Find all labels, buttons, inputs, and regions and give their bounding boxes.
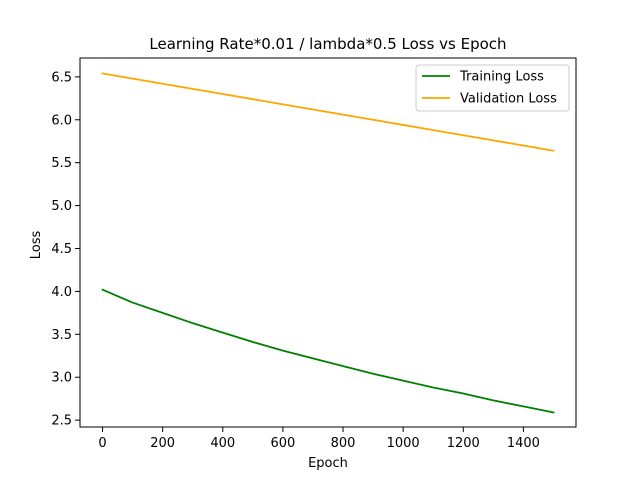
x-tick-label: 1400 <box>507 436 540 451</box>
plot-area <box>101 72 555 414</box>
y-tick-label: 6.5 <box>51 70 72 85</box>
series-line-validation-loss <box>101 72 555 152</box>
x-tick-label: 1000 <box>387 436 420 451</box>
x-tick-label: 200 <box>150 436 175 451</box>
y-tick-label: 3.5 <box>51 328 72 343</box>
y-tick-label: 2.5 <box>51 414 72 429</box>
legend-label: Training Loss <box>459 70 544 85</box>
y-tick-label: 4.0 <box>51 285 72 300</box>
x-axis-label: Epoch <box>308 456 348 471</box>
x-tick-label: 800 <box>331 436 356 451</box>
plot-frame <box>79 57 577 428</box>
y-axis-label: Loss <box>29 231 44 260</box>
y-tick-label: 6.0 <box>51 113 72 128</box>
y-tick-label: 5.5 <box>51 156 72 171</box>
x-tick-label: 400 <box>210 436 235 451</box>
y-tick-label: 5.0 <box>51 199 72 214</box>
x-tick-label: 0 <box>98 436 106 451</box>
x-tick-label: 600 <box>270 436 295 451</box>
series-line-training-loss <box>101 288 555 414</box>
y-tick-label: 3.0 <box>51 371 72 386</box>
legend-box <box>415 64 570 112</box>
x-tick-label: 1200 <box>447 436 480 451</box>
legend-label: Validation Loss <box>460 92 557 107</box>
legend: Training Loss Validation Loss <box>415 64 570 112</box>
y-tick-label: 4.5 <box>51 242 72 257</box>
axes: 0 200 400 600 800 1000 1200 1400 2.5 3.0 3.5 4.0 4.5… <box>51 57 577 451</box>
chart-title: Learning Rate*0.01 / lambda*0.5 Loss vs … <box>149 35 506 53</box>
